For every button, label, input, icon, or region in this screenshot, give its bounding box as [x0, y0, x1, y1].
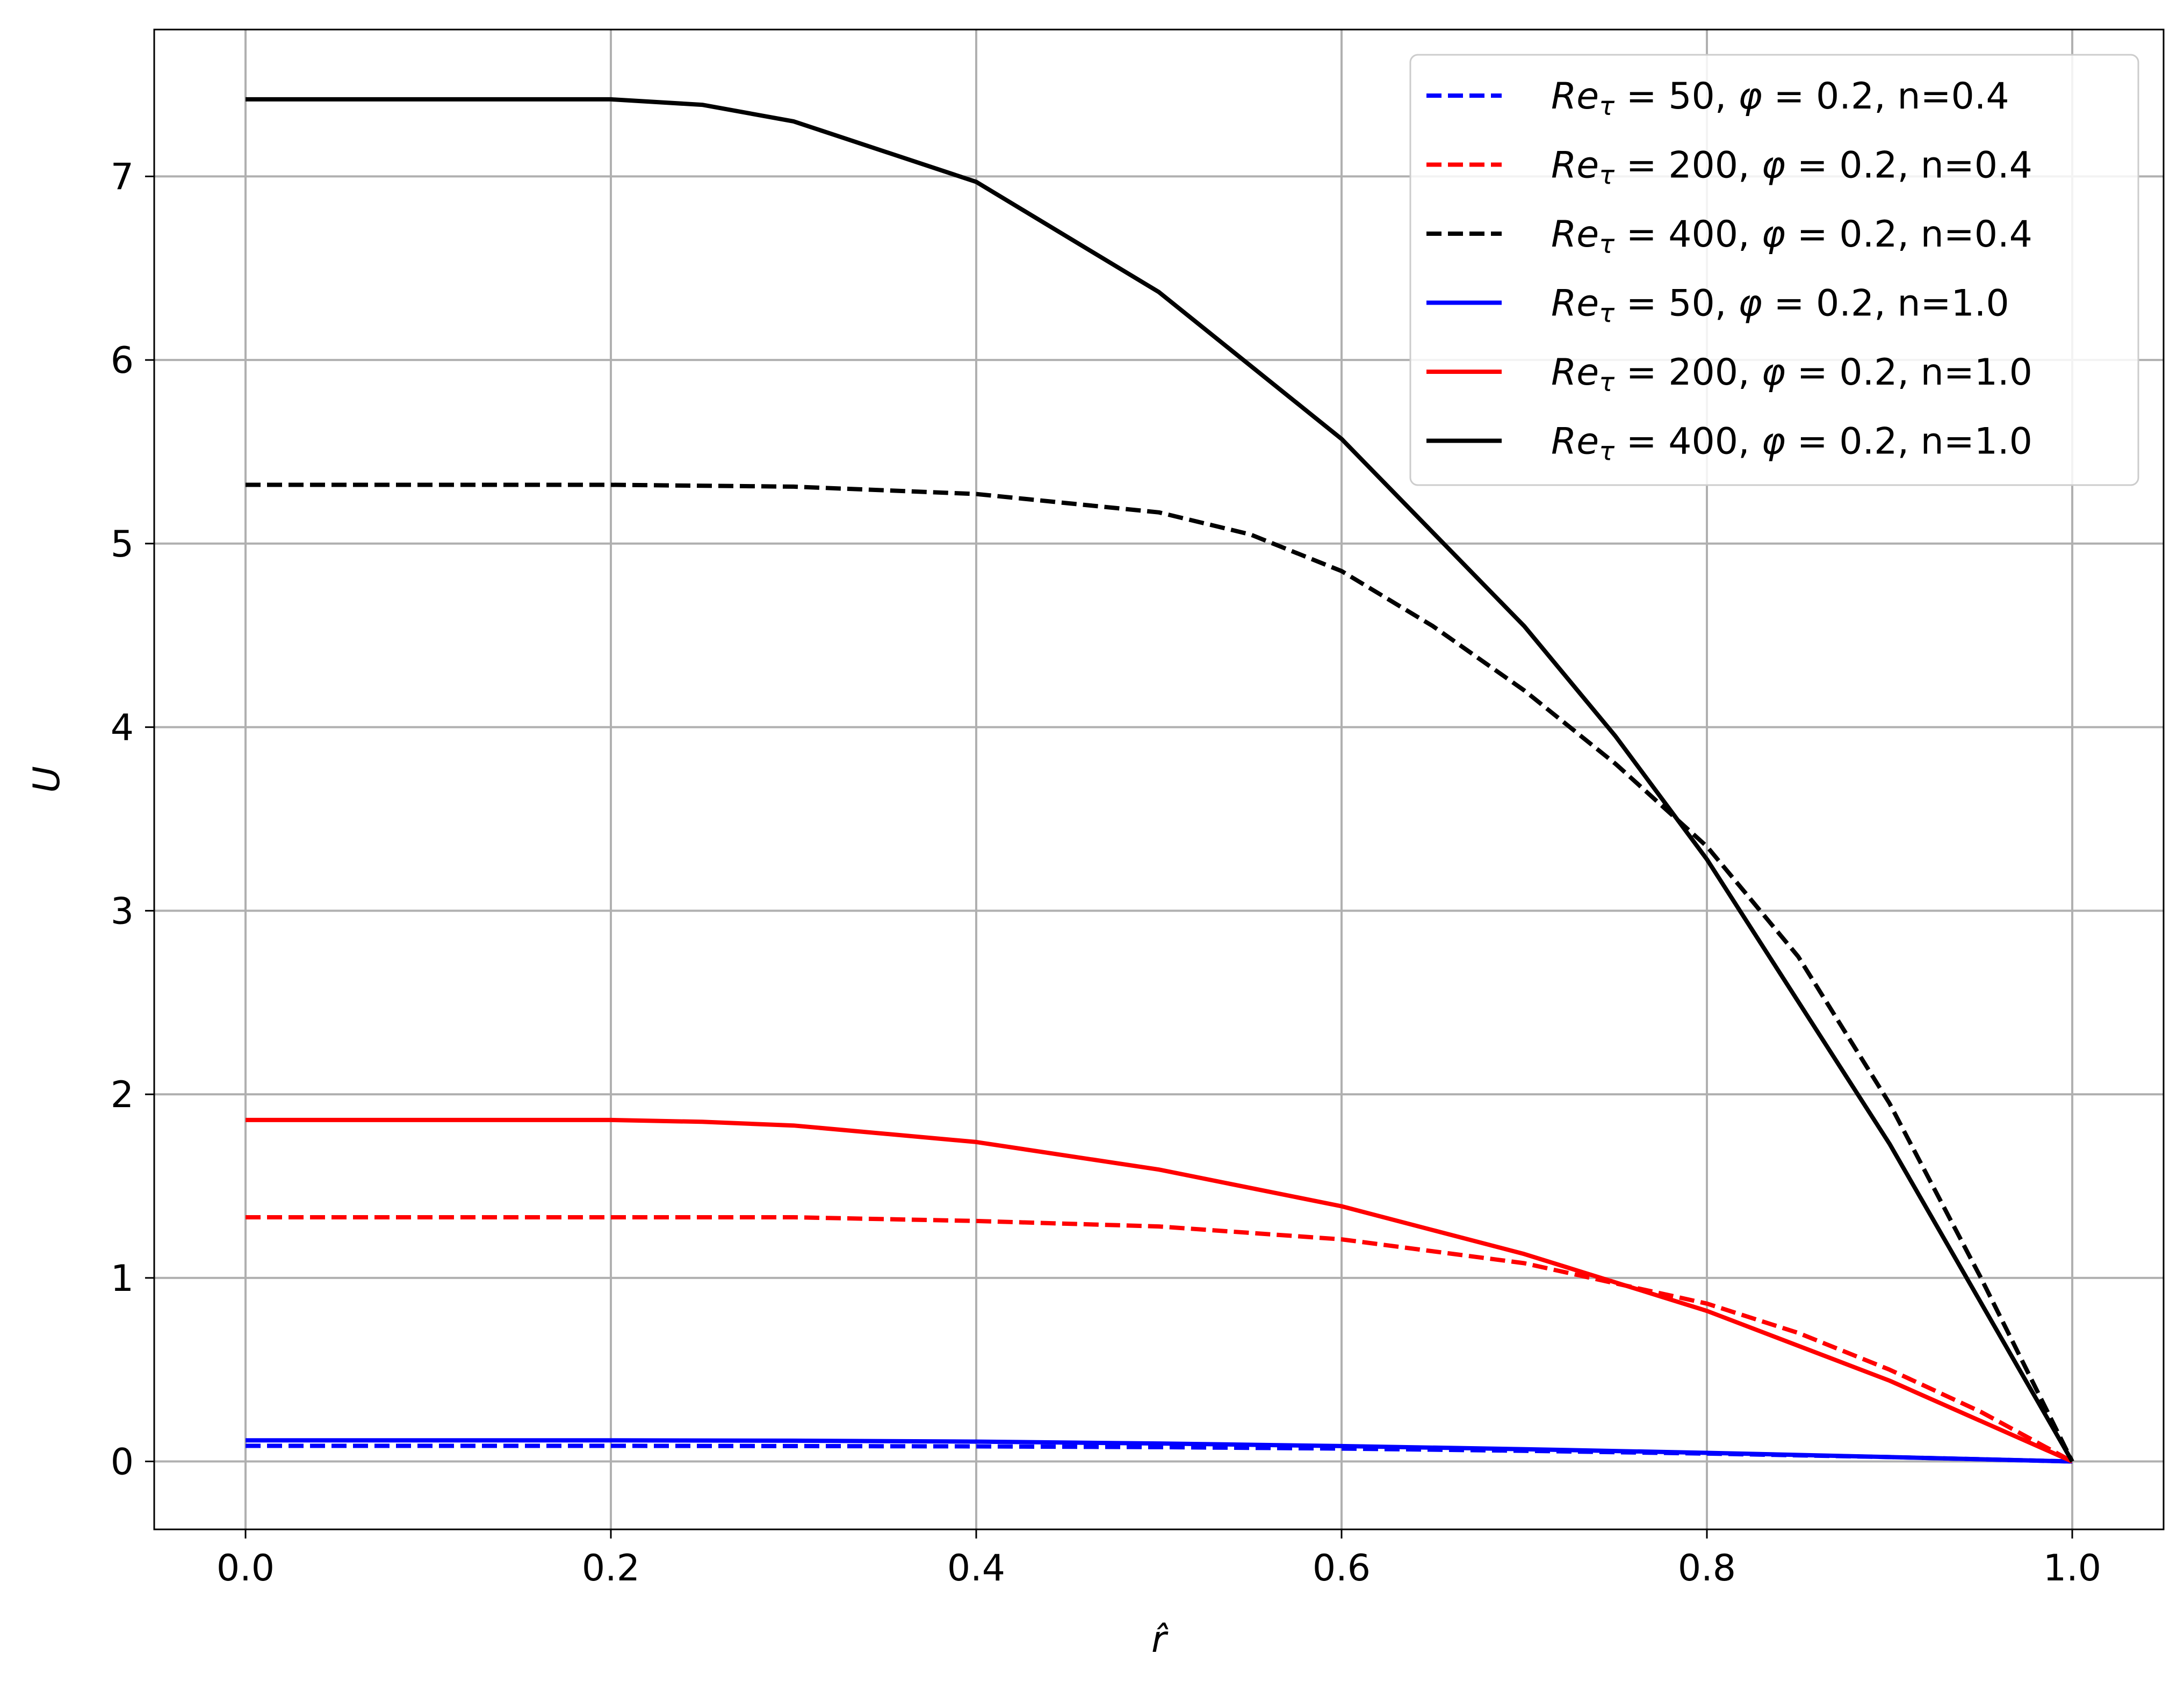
legend-entry-label: Reτ = 200, φ = 0.2, n=0.4: [1551, 145, 2032, 191]
series-lines: [246, 97, 2074, 1464]
legend: Reτ = 50, φ = 0.2, n=0.4 Reτ = 200, φ = 0…: [1409, 54, 2139, 486]
y-tick-label: 3: [111, 890, 134, 933]
legend-entry-label: Reτ = 400, φ = 0.2, n=0.4: [1551, 213, 2032, 259]
plot-frame: [153, 28, 2165, 1530]
x-axis-label: r̂: [1151, 1619, 1169, 1661]
y-tick-label: 4: [111, 707, 134, 749]
axis-ticks: 0.0 0.2 0.4 0.6 0.8 1.0 0 1 2 3 4 5 6 7: [111, 156, 2101, 1590]
x-tick-label: 0.8: [1678, 1547, 1736, 1590]
legend-box: [1409, 54, 2139, 486]
grid-lines: [154, 30, 2164, 1529]
y-axis-label-text: U: [26, 766, 68, 793]
y-tick-label: 6: [111, 340, 134, 382]
x-tick-label: 0.6: [1313, 1547, 1371, 1590]
legend-entry-label: Reτ = 400, φ = 0.2, n=1.0: [1551, 421, 2032, 467]
x-tick-label: 0.4: [947, 1547, 1005, 1590]
y-tick-label: 1: [111, 1258, 134, 1300]
series-line-5: [246, 1117, 2073, 1464]
x-tick-label: 0.2: [582, 1547, 640, 1590]
series-line-6: [246, 97, 2074, 1463]
x-tick-label: 1.0: [2043, 1547, 2101, 1590]
legend-entry-label: Reτ = 200, φ = 0.2, n=1.0: [1551, 351, 2032, 398]
legend-entry-label: Reτ = 50, φ = 0.2, n=0.4: [1551, 75, 2009, 121]
y-tick-label: 5: [111, 523, 134, 566]
y-tick-label: 0: [111, 1441, 134, 1484]
y-axis-label: U: [26, 766, 68, 793]
series-line-4: [246, 1438, 2073, 1464]
series-line-2: [246, 1215, 2073, 1464]
series-line-3: [246, 482, 2074, 1463]
y-tick-label: 2: [111, 1074, 134, 1116]
legend-entry-label: Reτ = 50, φ = 0.2, n=1.0: [1551, 283, 2009, 329]
x-axis-label-text: r̂: [1151, 1619, 1169, 1661]
y-tick-label: 7: [111, 156, 134, 198]
x-tick-label: 0.0: [217, 1547, 275, 1590]
